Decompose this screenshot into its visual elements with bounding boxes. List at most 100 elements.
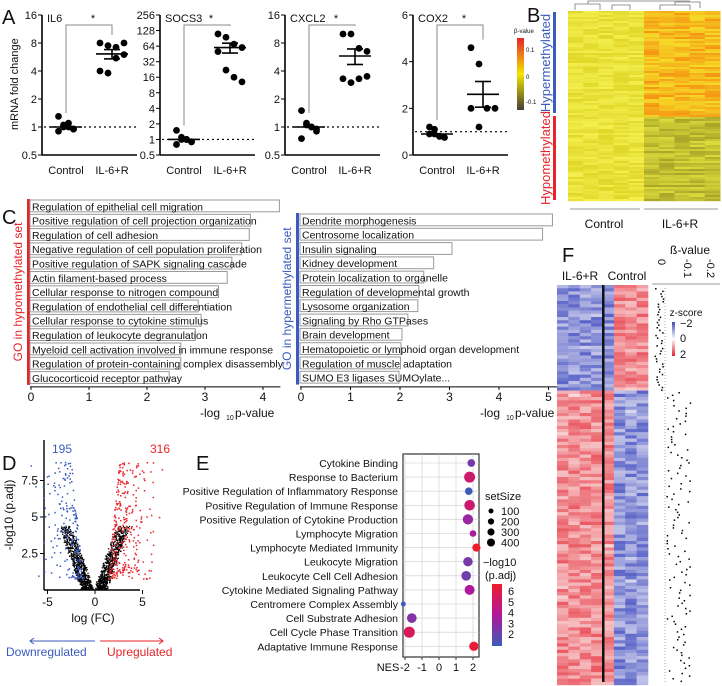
heatmap-cell	[628, 185, 645, 188]
heatmap-cell	[557, 377, 569, 382]
ns-point	[70, 530, 72, 533]
ns-point	[84, 586, 87, 588]
ns-point	[122, 534, 124, 537]
heatmap-cell	[568, 573, 581, 577]
heatmap-cell	[591, 662, 603, 666]
heatmap-cell	[598, 19, 615, 22]
heatmap-cell	[579, 317, 592, 321]
heatmap-cell	[659, 77, 675, 80]
heatmap-cell	[704, 195, 721, 198]
ns-point	[123, 527, 125, 529]
heatmap-cell	[583, 105, 599, 108]
beta-point	[688, 665, 691, 667]
heatmap-cell	[636, 480, 649, 484]
ns-point	[103, 584, 105, 586]
heatmap-cell	[591, 569, 603, 574]
ns-point	[80, 579, 83, 581]
heatmap-cell	[659, 175, 675, 178]
heatmap-cell	[591, 617, 603, 622]
heatmap-cell	[628, 123, 645, 126]
heatmap-cell	[583, 199, 599, 202]
go-term-label: Protein localization to organelle	[302, 273, 448, 285]
heatmap-cell	[598, 13, 615, 16]
heatmap-cell	[644, 87, 660, 90]
heatmap-cell	[644, 81, 660, 84]
heatmap-cell	[704, 165, 721, 168]
down-point	[66, 505, 68, 507]
heatmap-cell	[568, 598, 581, 602]
heatmap-cell	[602, 566, 615, 570]
ns-point	[96, 588, 98, 591]
heatmap-cell	[591, 349, 603, 353]
beta-point	[680, 488, 682, 490]
down-point	[59, 551, 62, 554]
ns-point	[88, 587, 90, 589]
beta-point	[682, 644, 685, 646]
heatmap-cell	[568, 173, 584, 176]
heatmap-cell	[591, 541, 603, 545]
heatmap-cell	[659, 105, 675, 108]
heatmap-cell	[568, 547, 581, 551]
down-point	[54, 511, 56, 514]
ns-point	[107, 548, 110, 550]
x-tick-label: 1	[347, 390, 354, 404]
heatmap-cell	[704, 147, 721, 150]
heatmap-cell	[644, 23, 660, 26]
ns-point	[106, 576, 109, 578]
down-point	[65, 474, 67, 476]
down-point	[74, 530, 77, 532]
up-point	[123, 552, 125, 555]
heatmap-cell	[568, 534, 581, 538]
beta-point	[666, 542, 669, 545]
go-term-label: Centrosome localization	[302, 230, 414, 242]
ns-point	[71, 546, 73, 548]
heatmap-cell	[613, 675, 626, 679]
heatmap-cell	[602, 397, 615, 401]
heatmap-cell	[628, 113, 645, 116]
heatmap-cell	[689, 27, 706, 30]
heatmap-cell	[568, 291, 581, 295]
heatmap-cell	[568, 79, 584, 82]
heatmap-cell	[613, 123, 630, 126]
heatmap-cell	[674, 187, 691, 190]
heatmap-cell	[568, 480, 581, 484]
heatmap-cell	[644, 111, 660, 114]
ns-point	[99, 580, 102, 582]
heatmap-cell	[625, 646, 637, 650]
up-point	[115, 550, 118, 553]
heatmap-cell	[598, 21, 615, 24]
ns-point	[66, 533, 69, 535]
ns-point	[61, 528, 64, 531]
down-point	[67, 530, 70, 533]
heatmap-cell	[591, 461, 603, 465]
size-legend-label: 300	[501, 527, 519, 539]
heatmap-cell	[625, 579, 637, 583]
go-bar	[299, 285, 420, 298]
column-divider	[602, 285, 605, 682]
heatmap-cell	[689, 21, 706, 24]
heatmap-cell	[636, 374, 649, 378]
heatmap-cell	[659, 101, 675, 104]
up-point	[117, 528, 120, 531]
heatmap-cell	[579, 496, 592, 500]
heatmap-cell	[591, 310, 603, 314]
heatmap-cell	[579, 566, 592, 570]
heatmap-cell	[628, 151, 645, 154]
heatmap-cell	[659, 97, 675, 100]
heatmap-cell	[602, 393, 615, 398]
heatmap-cell	[602, 662, 615, 666]
heatmap-cell	[568, 169, 584, 172]
ns-point	[106, 568, 108, 570]
heatmap-cell	[568, 67, 584, 70]
ns-point	[109, 576, 111, 578]
up-point	[114, 539, 117, 541]
ns-point	[74, 569, 76, 571]
ns-point	[74, 545, 76, 548]
heatmap-cell	[579, 329, 592, 334]
heatmap-cell	[674, 147, 691, 150]
up-point	[119, 572, 122, 574]
heatmap-cell	[602, 304, 615, 308]
heatmap-cell	[659, 99, 675, 102]
